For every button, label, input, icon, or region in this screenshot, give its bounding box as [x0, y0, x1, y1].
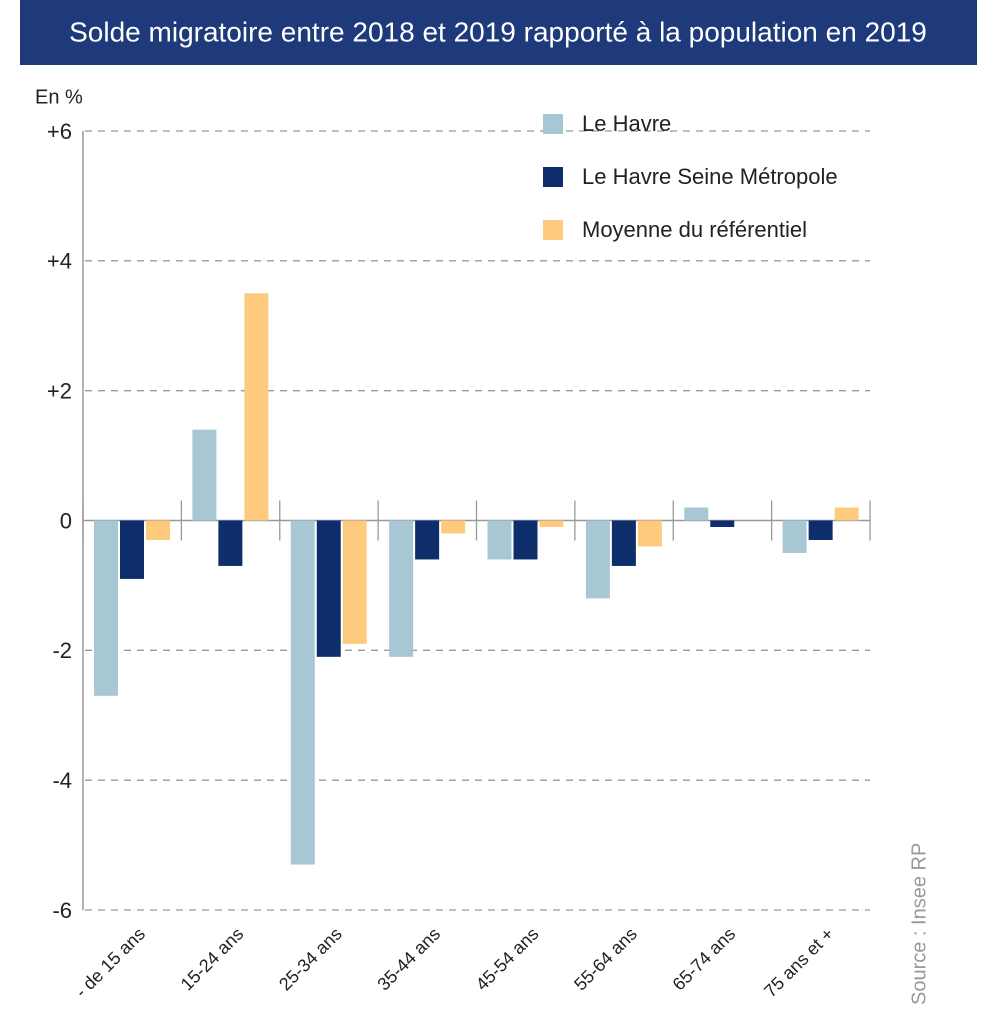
x-tick-label: 55-64 ans: [570, 924, 641, 995]
bar: [290, 520, 315, 865]
bar: [611, 520, 636, 566]
bar: [637, 520, 662, 547]
source: Source : Insee RP: [908, 843, 930, 1005]
bar: [94, 520, 118, 696]
y-tick-label: -2: [52, 638, 72, 663]
chart-title: Solde migratoire entre 2018 et 2019 rapp…: [69, 16, 927, 47]
bar: [782, 520, 807, 553]
bar: [684, 507, 709, 521]
x-tick-label: - de 15 ans: [71, 924, 149, 1002]
x-tick-label: 25-34 ans: [275, 924, 346, 995]
bar: [808, 520, 833, 540]
bar: [585, 520, 610, 599]
y-tick-label: +4: [47, 249, 72, 274]
legend-label: Le Havre: [582, 111, 671, 136]
bar: [389, 520, 414, 657]
bar: [316, 520, 341, 657]
bar: [487, 520, 512, 560]
x-tick-label: 15-24 ans: [177, 924, 248, 995]
bar: [218, 520, 243, 566]
bar: [146, 520, 170, 540]
bar: [192, 429, 217, 521]
bar: [120, 520, 144, 579]
legend-label: Le Havre Seine Métropole: [582, 164, 838, 189]
bar: [415, 520, 440, 560]
bar: [513, 520, 538, 560]
bar: [342, 520, 367, 644]
y-tick-label: +2: [47, 378, 72, 403]
bar: [539, 520, 564, 527]
legend-label: Moyenne du référentiel: [582, 217, 807, 242]
legend-swatch: [543, 114, 563, 134]
title-banner: [20, 0, 977, 65]
y-tick-label: 0: [60, 508, 72, 533]
y-tick-label: -6: [52, 898, 72, 923]
legend-swatch: [543, 220, 563, 240]
x-tick-label: 75 ans et +: [760, 924, 837, 1001]
y-tick-label: +6: [47, 119, 72, 144]
bar: [244, 293, 269, 521]
y-axis-label: En %: [35, 86, 83, 108]
bar: [441, 520, 466, 534]
y-tick-label: -4: [52, 768, 72, 793]
legend-swatch: [543, 167, 563, 187]
x-tick-label: 35-44 ans: [373, 924, 444, 995]
bar: [834, 507, 859, 521]
x-tick-label: 65-74 ans: [669, 924, 740, 995]
x-tick-label: 45-54 ans: [472, 924, 543, 995]
bar: [710, 520, 735, 527]
